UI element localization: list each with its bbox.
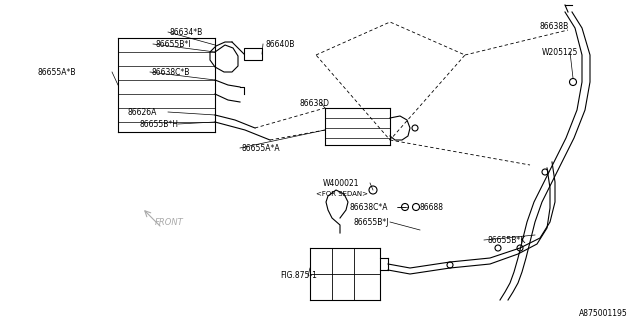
Text: 86638B: 86638B [540,21,569,30]
Text: W205125: W205125 [542,47,579,57]
Text: 86655B*I: 86655B*I [155,39,191,49]
Text: 86655B*H: 86655B*H [140,119,179,129]
Text: A875001195: A875001195 [579,309,628,318]
Text: 86640B: 86640B [265,39,294,49]
Text: FRONT: FRONT [155,218,184,227]
Text: 86655B*K: 86655B*K [488,236,526,244]
Text: <FOR SEDAN>: <FOR SEDAN> [316,191,368,197]
Text: W400021: W400021 [323,179,360,188]
Text: 86638C*A: 86638C*A [350,203,388,212]
Text: 86638D: 86638D [300,99,330,108]
Text: 86634*B: 86634*B [170,28,204,36]
Text: 86626A: 86626A [127,108,156,116]
Text: 86655A*B: 86655A*B [38,68,77,76]
Text: 86655A*A: 86655A*A [242,143,280,153]
Bar [244,48,262,60]
Text: 86638C*B: 86638C*B [152,68,190,76]
Text: 86655B*J: 86655B*J [353,218,388,227]
Text: 86688: 86688 [420,203,444,212]
Text: FIG.875-1: FIG.875-1 [280,271,317,281]
